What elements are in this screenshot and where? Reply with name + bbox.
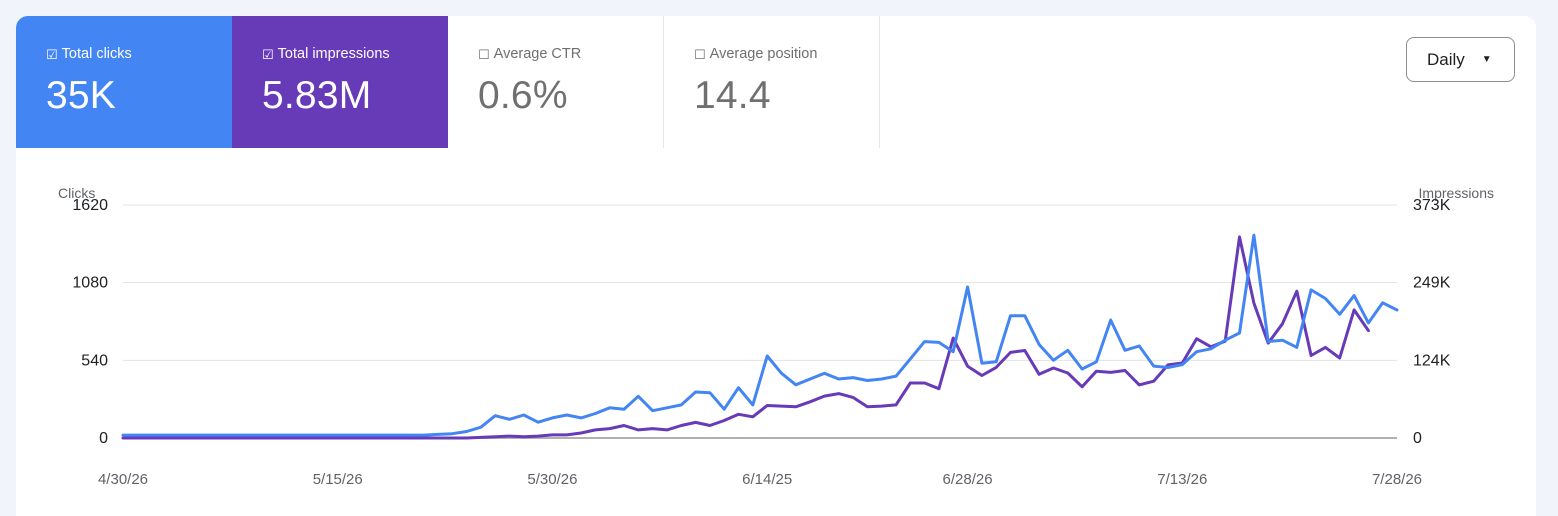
average-ctr-value: 0.6% bbox=[478, 74, 568, 117]
right-tick-label: 124K bbox=[1413, 352, 1451, 369]
impressions-series-line bbox=[121, 235, 1370, 440]
x-tick-label: 4/30/26 bbox=[98, 471, 148, 488]
average-position-value: 14.4 bbox=[694, 74, 771, 117]
chart-gridlines bbox=[123, 204, 1397, 439]
clicks-series-line bbox=[121, 233, 1399, 437]
x-axis-ticks: 4/30/26 5/15/26 5/30/26 6/14/25 6/28/26 7/13/… bbox=[98, 471, 1422, 488]
average-position-tab[interactable]: ☐ Average position 14.4 bbox=[664, 16, 880, 148]
average-position-label: Average position bbox=[709, 46, 818, 62]
right-axis-ticks: 373K 249K 124K 0 bbox=[1413, 197, 1451, 447]
metric-tabs: ☑ Total clicks 35K ☑ Total impressions 5… bbox=[16, 16, 880, 148]
right-tick-label: 0 bbox=[1413, 430, 1422, 447]
total-clicks-tab[interactable]: ☑ Total clicks 35K bbox=[16, 16, 232, 148]
right-tick-label: 249K bbox=[1413, 275, 1451, 292]
chart-series bbox=[121, 233, 1399, 440]
x-tick-label: 7/13/26 bbox=[1157, 471, 1207, 488]
left-tick-label: 0 bbox=[99, 430, 108, 447]
x-tick-label: 5/30/26 bbox=[527, 471, 577, 488]
average-ctr-label: Average CTR bbox=[493, 46, 582, 62]
left-tick-label: 540 bbox=[81, 352, 108, 369]
x-tick-label: 7/28/26 bbox=[1372, 471, 1422, 488]
right-axis-title: Impressions bbox=[1419, 185, 1494, 201]
average-ctr-tab[interactable]: ☐ Average CTR 0.6% bbox=[448, 16, 664, 148]
left-axis-ticks: 1620 1080 540 0 bbox=[72, 197, 108, 447]
total-clicks-value: 35K bbox=[46, 74, 116, 117]
x-tick-label: 5/15/26 bbox=[313, 471, 363, 488]
total-clicks-label: Total clicks bbox=[61, 46, 132, 62]
total-impressions-value: 5.83M bbox=[262, 74, 372, 117]
checked-checkbox-icon[interactable]: ☑ bbox=[262, 46, 274, 62]
right-tick-label: 373K bbox=[1413, 197, 1451, 214]
left-tick-label: 1620 bbox=[72, 197, 108, 214]
total-impressions-label: Total impressions bbox=[277, 46, 390, 62]
performance-chart: Clicks Impressions 1620 1080 540 0 373K 249K… bbox=[58, 185, 1494, 488]
granularity-dropdown[interactable]: Daily ▼ bbox=[1406, 37, 1515, 82]
left-axis-title: Clicks bbox=[58, 185, 95, 201]
granularity-selected: Daily bbox=[1427, 49, 1465, 69]
dropdown-caret-icon: ▼ bbox=[1481, 54, 1492, 65]
checked-checkbox-icon[interactable]: ☑ bbox=[46, 46, 58, 62]
unchecked-checkbox-icon[interactable]: ☐ bbox=[694, 46, 706, 62]
x-tick-label: 6/28/26 bbox=[943, 471, 993, 488]
unchecked-checkbox-icon[interactable]: ☐ bbox=[478, 46, 490, 62]
performance-card: ☑ Total clicks 35K ☑ Total impressions 5… bbox=[16, 16, 1536, 516]
total-impressions-tab[interactable]: ☑ Total impressions 5.83M bbox=[232, 16, 448, 148]
left-tick-label: 1080 bbox=[72, 275, 108, 292]
x-tick-label: 6/14/25 bbox=[742, 471, 792, 488]
